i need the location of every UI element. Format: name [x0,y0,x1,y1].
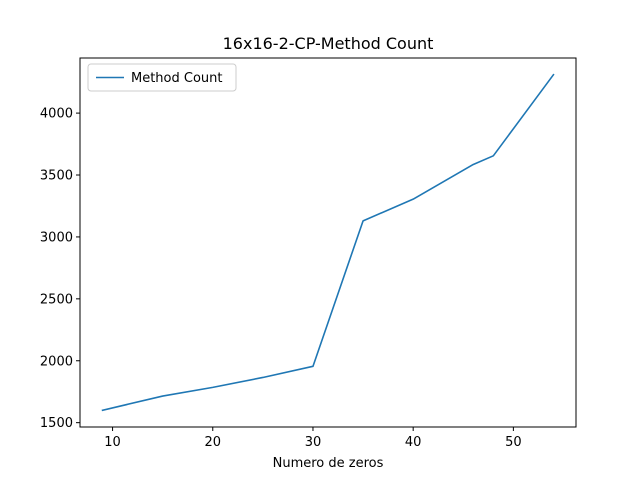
x-tick-label-50: 50 [505,435,522,450]
legend-label-0: Method Count [131,71,223,86]
y-tick-label-3500: 3500 [40,169,73,184]
y-tick-label-4000: 4000 [40,107,73,122]
x-axis-label: Numero de zeros [273,456,384,471]
x-tick-label-20: 20 [204,435,221,450]
chart-title: 16x16-2-CP-Method Count [223,34,434,53]
y-tick-label-3000: 3000 [40,230,73,245]
x-tick-label-30: 30 [305,435,322,450]
y-tick-label-1500: 1500 [40,416,73,431]
y-tick-label-2500: 2500 [40,292,73,307]
x-tick-label-40: 40 [405,435,422,450]
x-tick-label-10: 10 [104,435,121,450]
y-tick-label-2000: 2000 [40,354,73,369]
